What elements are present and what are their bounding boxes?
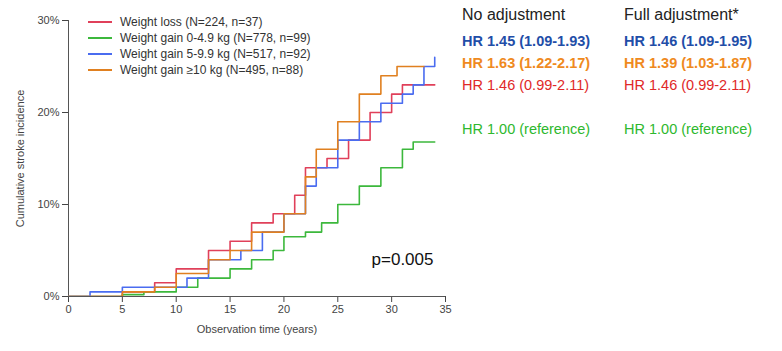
html-text:HR 1.39 (1.03-1.87): HR 1.39 (1.03-1.87)	[624, 55, 753, 71]
html-text:HR 1.00 (reference): HR 1.00 (reference)	[624, 121, 753, 137]
html-text:Weight gain ≥10 kg (N=495, n=8: Weight gain ≥10 kg (N=495, n=88)	[120, 63, 304, 77]
svg-text:10: 10	[170, 303, 182, 315]
html-text:HR 1.00 (reference): HR 1.00 (reference)	[462, 121, 591, 137]
svg-text:20: 20	[278, 303, 290, 315]
svg-text:20%: 20%	[37, 106, 59, 118]
svg-text:30%: 30%	[37, 14, 59, 26]
html-text:HR 1.45 (1.09-1.93): HR 1.45 (1.09-1.93)	[462, 33, 591, 49]
svg-text:35: 35	[439, 303, 451, 315]
html-text:HR 1.46 (0.99-2.11): HR 1.46 (0.99-2.11)	[462, 77, 590, 93]
html-text:Full adjustment*: Full adjustment*	[624, 6, 739, 23]
svg-text:0: 0	[65, 303, 71, 315]
svg-text:30: 30	[386, 303, 398, 315]
html-text:No adjustment: No adjustment	[462, 6, 566, 23]
svg-text:Observation time (years): Observation time (years)	[197, 323, 317, 335]
html-text:Weight gain 5-9.9 kg (N=517, n: Weight gain 5-9.9 kg (N=517, n=92)	[120, 47, 311, 61]
html-text:HR 1.63 (1.22-2.17): HR 1.63 (1.22-2.17)	[462, 55, 591, 71]
svg-text:5: 5	[119, 303, 125, 315]
html-text:HR 1.46 (0.99-2.11): HR 1.46 (0.99-2.11)	[624, 77, 752, 93]
html-text:HR 1.46 (1.09-1.95): HR 1.46 (1.09-1.95)	[624, 33, 753, 49]
svg-text:p=0.005: p=0.005	[372, 250, 434, 269]
html-text:Weight loss (N=224, n=37): Weight loss (N=224, n=37)	[120, 15, 263, 29]
svg-text:25: 25	[332, 303, 344, 315]
svg-text:15: 15	[224, 303, 236, 315]
html-text:Weight gain 0-4.9 kg (N=778, n: Weight gain 0-4.9 kg (N=778, n=99)	[120, 31, 311, 45]
svg-text:Cumulative stroke incidence: Cumulative stroke incidence	[14, 90, 26, 228]
svg-text:10%: 10%	[37, 198, 59, 210]
svg-text:0%: 0%	[44, 290, 60, 302]
